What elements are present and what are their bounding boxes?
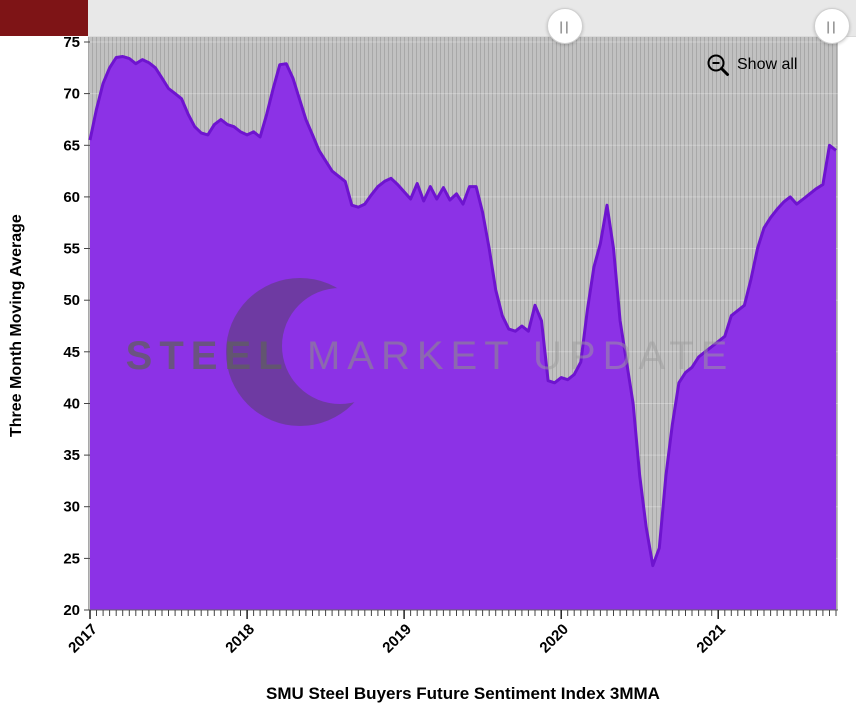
- y-tick-label: 75: [63, 34, 80, 51]
- x-tick-label: 2019: [379, 621, 415, 657]
- chart-title: SMU Steel Buyers Future Sentiment Index …: [266, 684, 660, 703]
- y-tick-label: 20: [63, 602, 80, 619]
- scrollbar-handle-left[interactable]: ||: [547, 8, 583, 44]
- x-axis: 2017 2018 2019 2020 2021: [65, 609, 838, 657]
- area-series[interactable]: [90, 56, 836, 611]
- y-tick-label: 40: [63, 396, 80, 413]
- y-tick-label: 50: [63, 292, 80, 309]
- y-tick-label: 35: [63, 447, 80, 464]
- x-tick-label: 2020: [536, 621, 572, 657]
- y-tick-label: 45: [63, 344, 80, 361]
- y-tick-label: 60: [63, 189, 80, 206]
- corner-block: [0, 0, 88, 36]
- y-tick-label: 25: [63, 550, 80, 567]
- zoom-out-icon: [707, 54, 729, 76]
- y-axis-title: Three Month Moving Average: [8, 214, 25, 438]
- y-tick-label: 70: [63, 86, 80, 103]
- y-tick-label: 55: [63, 241, 80, 258]
- watermark: STEEL MARKET UPDATE: [126, 278, 735, 426]
- y-tick-label: 30: [63, 499, 80, 516]
- x-tick-label: 2021: [693, 621, 729, 657]
- handle-grip-icon: ||: [559, 18, 571, 34]
- y-tick-label: 65: [63, 137, 80, 154]
- handle-grip-icon: ||: [826, 18, 838, 34]
- scrollbar-track[interactable]: || ||: [88, 0, 856, 44]
- line-series: [88, 55, 837, 568]
- show-all-label: Show all: [737, 56, 798, 73]
- x-tick-label: 2018: [222, 621, 258, 657]
- scrollbar-handle-right[interactable]: ||: [814, 8, 850, 44]
- x-tick-label: 2017: [65, 621, 101, 657]
- show-all-button[interactable]: Show all: [706, 53, 797, 77]
- svg-text:STEEL MARKET UPDATE: STEEL MARKET UPDATE: [126, 334, 735, 378]
- y-axis: 75 70 65 60 55 50 45 40 35 30 25 20: [63, 34, 90, 619]
